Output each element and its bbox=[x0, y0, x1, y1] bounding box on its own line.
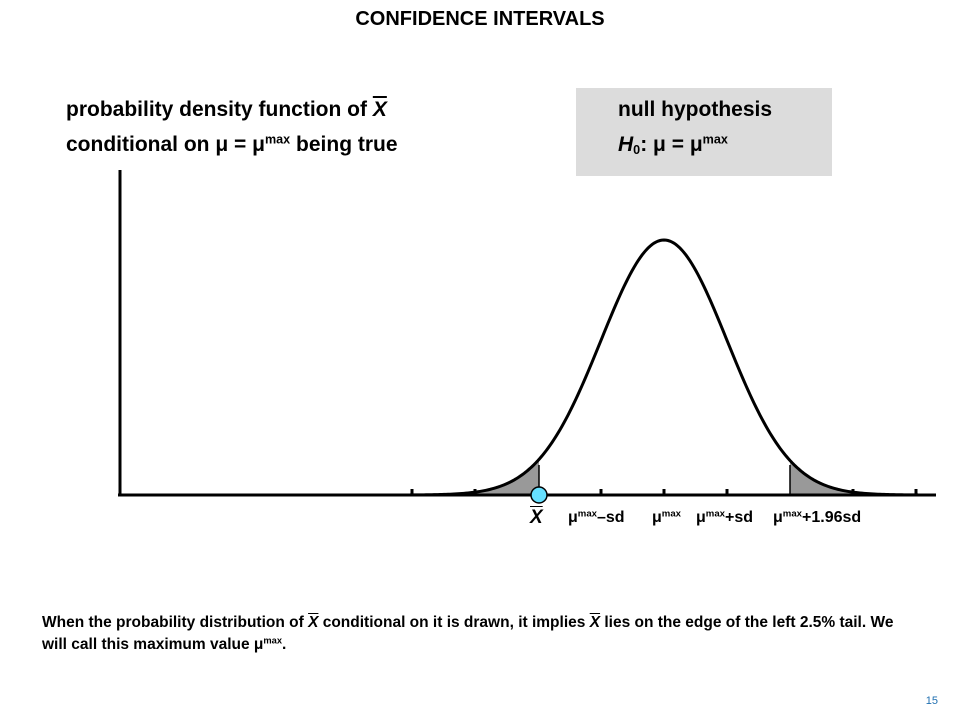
mu-symbol: μ bbox=[252, 133, 265, 156]
null-hypothesis-formula: H0: μ = μmax bbox=[618, 133, 728, 157]
colon: : bbox=[640, 133, 654, 156]
axis-ticks bbox=[410, 489, 918, 495]
mu-symbol: μ bbox=[568, 509, 578, 526]
equals-sign: = bbox=[228, 133, 253, 156]
mu-symbol: μ bbox=[652, 509, 662, 526]
max-superscript: max bbox=[705, 508, 725, 520]
mu-symbol: μ bbox=[653, 133, 666, 156]
max-superscript: max bbox=[782, 508, 802, 520]
plus-196sd-suffix: +1.96sd bbox=[802, 509, 862, 526]
max-superscript: max bbox=[263, 635, 283, 646]
h-symbol: H bbox=[618, 133, 634, 156]
h-subscript: 0 bbox=[633, 143, 641, 158]
page-number: 15 bbox=[925, 695, 938, 707]
density-curve bbox=[409, 238, 919, 497]
xbar-symbol: X bbox=[589, 614, 601, 631]
mu-symbol: μ bbox=[215, 133, 229, 156]
tick-label-plus-196sd: μmax+1.96sd bbox=[773, 509, 861, 527]
plus-sd-suffix: +sd bbox=[725, 509, 754, 526]
null-hypothesis-title: null hypothesis bbox=[618, 98, 773, 121]
xbar-symbol: X bbox=[308, 614, 319, 631]
right-tail-area bbox=[790, 460, 918, 495]
caption-text: conditional on it is drawn, it implies bbox=[318, 614, 590, 631]
mu-symbol: μ bbox=[253, 636, 264, 653]
max-superscript: max bbox=[702, 132, 728, 147]
caption-text: . bbox=[282, 636, 287, 653]
tick-label-minus-sd: μmax–sd bbox=[568, 509, 625, 527]
xbar-symbol: X bbox=[530, 507, 543, 528]
sample-mean-point bbox=[530, 486, 548, 504]
mu-symbol: μ bbox=[689, 133, 703, 156]
tick-label-mu-max: μmax bbox=[652, 509, 681, 527]
left-tail-area bbox=[410, 459, 539, 495]
max-superscript: max bbox=[661, 508, 681, 520]
caption-text: lies on the edge of the left 2.5% tail. … bbox=[42, 614, 894, 653]
caption: When the probability distribution of X c… bbox=[42, 612, 922, 656]
xbar-axis-label: X bbox=[530, 507, 543, 529]
mu-symbol: μ bbox=[696, 509, 706, 526]
equals-sign: = bbox=[665, 133, 690, 156]
xbar-symbol: X bbox=[372, 98, 387, 121]
max-superscript: max bbox=[577, 508, 597, 520]
null-hypothesis-box bbox=[576, 88, 832, 176]
tick-label-plus-sd: μmax+sd bbox=[696, 509, 753, 527]
pdf-label-text: probability density function of bbox=[66, 98, 373, 121]
slide-title: CONFIDENCE INTERVALS bbox=[355, 8, 605, 30]
caption-text: When the probability distribution of bbox=[42, 614, 309, 631]
pdf-label-line1: probability density function of X bbox=[66, 98, 387, 122]
pdf-label-line2: conditional on μ = μmax being true bbox=[66, 133, 398, 157]
max-superscript: max bbox=[264, 132, 291, 147]
minus-sd-suffix: –sd bbox=[597, 509, 625, 526]
pdf-label-conditional: conditional on bbox=[66, 133, 216, 156]
mu-symbol: μ bbox=[773, 509, 783, 526]
pdf-label-being-true: being true bbox=[290, 133, 398, 156]
